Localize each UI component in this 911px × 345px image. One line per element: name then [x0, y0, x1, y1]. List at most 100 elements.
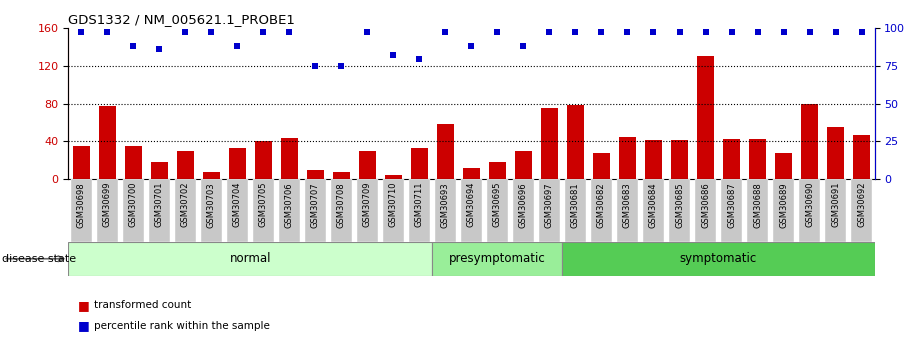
Text: GSM30705: GSM30705 — [259, 182, 268, 227]
Bar — [252, 179, 274, 242]
Point — [828, 29, 843, 35]
Bar — [697, 56, 714, 179]
Point — [204, 29, 219, 35]
Point — [386, 52, 401, 58]
Bar — [281, 138, 298, 179]
Point — [517, 43, 531, 49]
Point — [334, 63, 349, 68]
Bar — [437, 125, 454, 179]
Bar — [773, 179, 794, 242]
Bar — [359, 151, 376, 179]
Text: GSM30707: GSM30707 — [311, 182, 320, 227]
Point — [751, 29, 765, 35]
Text: GSM30706: GSM30706 — [285, 182, 294, 227]
Text: GSM30681: GSM30681 — [571, 182, 580, 227]
Text: GSM30710: GSM30710 — [389, 182, 398, 227]
Point — [776, 29, 791, 35]
Text: GSM30699: GSM30699 — [103, 182, 112, 227]
Text: GSM30684: GSM30684 — [649, 182, 658, 227]
Bar — [229, 148, 246, 179]
Text: GSM30697: GSM30697 — [545, 182, 554, 227]
Point — [100, 29, 115, 35]
Bar — [669, 179, 691, 242]
Text: GSM30700: GSM30700 — [128, 182, 138, 227]
Bar — [333, 172, 350, 179]
Point — [230, 43, 245, 49]
Text: GSM30704: GSM30704 — [233, 182, 242, 227]
Bar — [541, 108, 558, 179]
Bar — [593, 153, 610, 179]
Text: GSM30687: GSM30687 — [727, 182, 736, 228]
Point — [724, 29, 739, 35]
Bar — [411, 148, 428, 179]
Point — [360, 29, 374, 35]
Bar — [591, 179, 612, 242]
Text: normal: normal — [230, 252, 271, 265]
Point — [438, 29, 453, 35]
Bar — [307, 170, 323, 179]
Text: GSM30692: GSM30692 — [857, 182, 866, 227]
Bar — [723, 139, 740, 179]
Text: GSM30702: GSM30702 — [181, 182, 189, 227]
Bar — [775, 153, 792, 179]
Bar — [383, 179, 404, 242]
Bar — [177, 151, 194, 179]
Point — [594, 29, 609, 35]
Bar — [148, 179, 170, 242]
Text: presymptomatic: presymptomatic — [449, 252, 546, 265]
Text: GSM30708: GSM30708 — [337, 182, 346, 227]
Bar — [489, 162, 506, 179]
Bar — [200, 179, 222, 242]
Text: transformed count: transformed count — [94, 300, 191, 310]
Bar — [567, 106, 584, 179]
Point — [412, 57, 426, 62]
Bar — [99, 106, 116, 179]
Text: GSM30688: GSM30688 — [753, 182, 762, 228]
Bar — [463, 168, 480, 179]
Point — [490, 29, 505, 35]
Point — [568, 29, 583, 35]
Bar — [71, 179, 92, 242]
Bar — [801, 104, 818, 179]
Text: GSM30686: GSM30686 — [701, 182, 710, 228]
Point — [855, 29, 869, 35]
Bar — [97, 179, 118, 242]
Text: GSM30701: GSM30701 — [155, 182, 164, 227]
Bar — [645, 139, 662, 179]
Point — [152, 46, 167, 52]
Point — [178, 29, 192, 35]
Bar — [617, 179, 638, 242]
Text: GSM30694: GSM30694 — [467, 182, 476, 227]
Text: GSM30682: GSM30682 — [597, 182, 606, 227]
Text: percentile rank within the sample: percentile rank within the sample — [94, 321, 270, 331]
Bar — [619, 137, 636, 179]
Bar — [409, 179, 430, 242]
Bar — [279, 179, 300, 242]
Bar — [435, 179, 456, 242]
Point — [698, 29, 712, 35]
Bar — [255, 141, 271, 179]
Bar — [513, 179, 534, 242]
Text: ■: ■ — [77, 319, 89, 333]
Point — [282, 29, 297, 35]
Text: GDS1332 / NM_005621.1_PROBE1: GDS1332 / NM_005621.1_PROBE1 — [68, 13, 295, 27]
Bar — [749, 139, 766, 179]
Text: GSM30685: GSM30685 — [675, 182, 684, 227]
Text: symptomatic: symptomatic — [680, 252, 757, 265]
Point — [646, 29, 660, 35]
Bar — [538, 179, 560, 242]
Bar — [175, 179, 196, 242]
Bar — [486, 179, 508, 242]
Bar — [747, 179, 768, 242]
Text: ■: ■ — [77, 299, 89, 312]
Bar — [385, 175, 402, 179]
Text: GSM30709: GSM30709 — [363, 182, 372, 227]
Text: disease state: disease state — [2, 254, 76, 264]
Text: GSM30683: GSM30683 — [623, 182, 632, 228]
Bar — [851, 179, 872, 242]
Bar — [853, 135, 870, 179]
Text: GSM30689: GSM30689 — [779, 182, 788, 227]
Point — [803, 29, 817, 35]
Text: GSM30691: GSM30691 — [831, 182, 840, 227]
Text: GSM30703: GSM30703 — [207, 182, 216, 227]
